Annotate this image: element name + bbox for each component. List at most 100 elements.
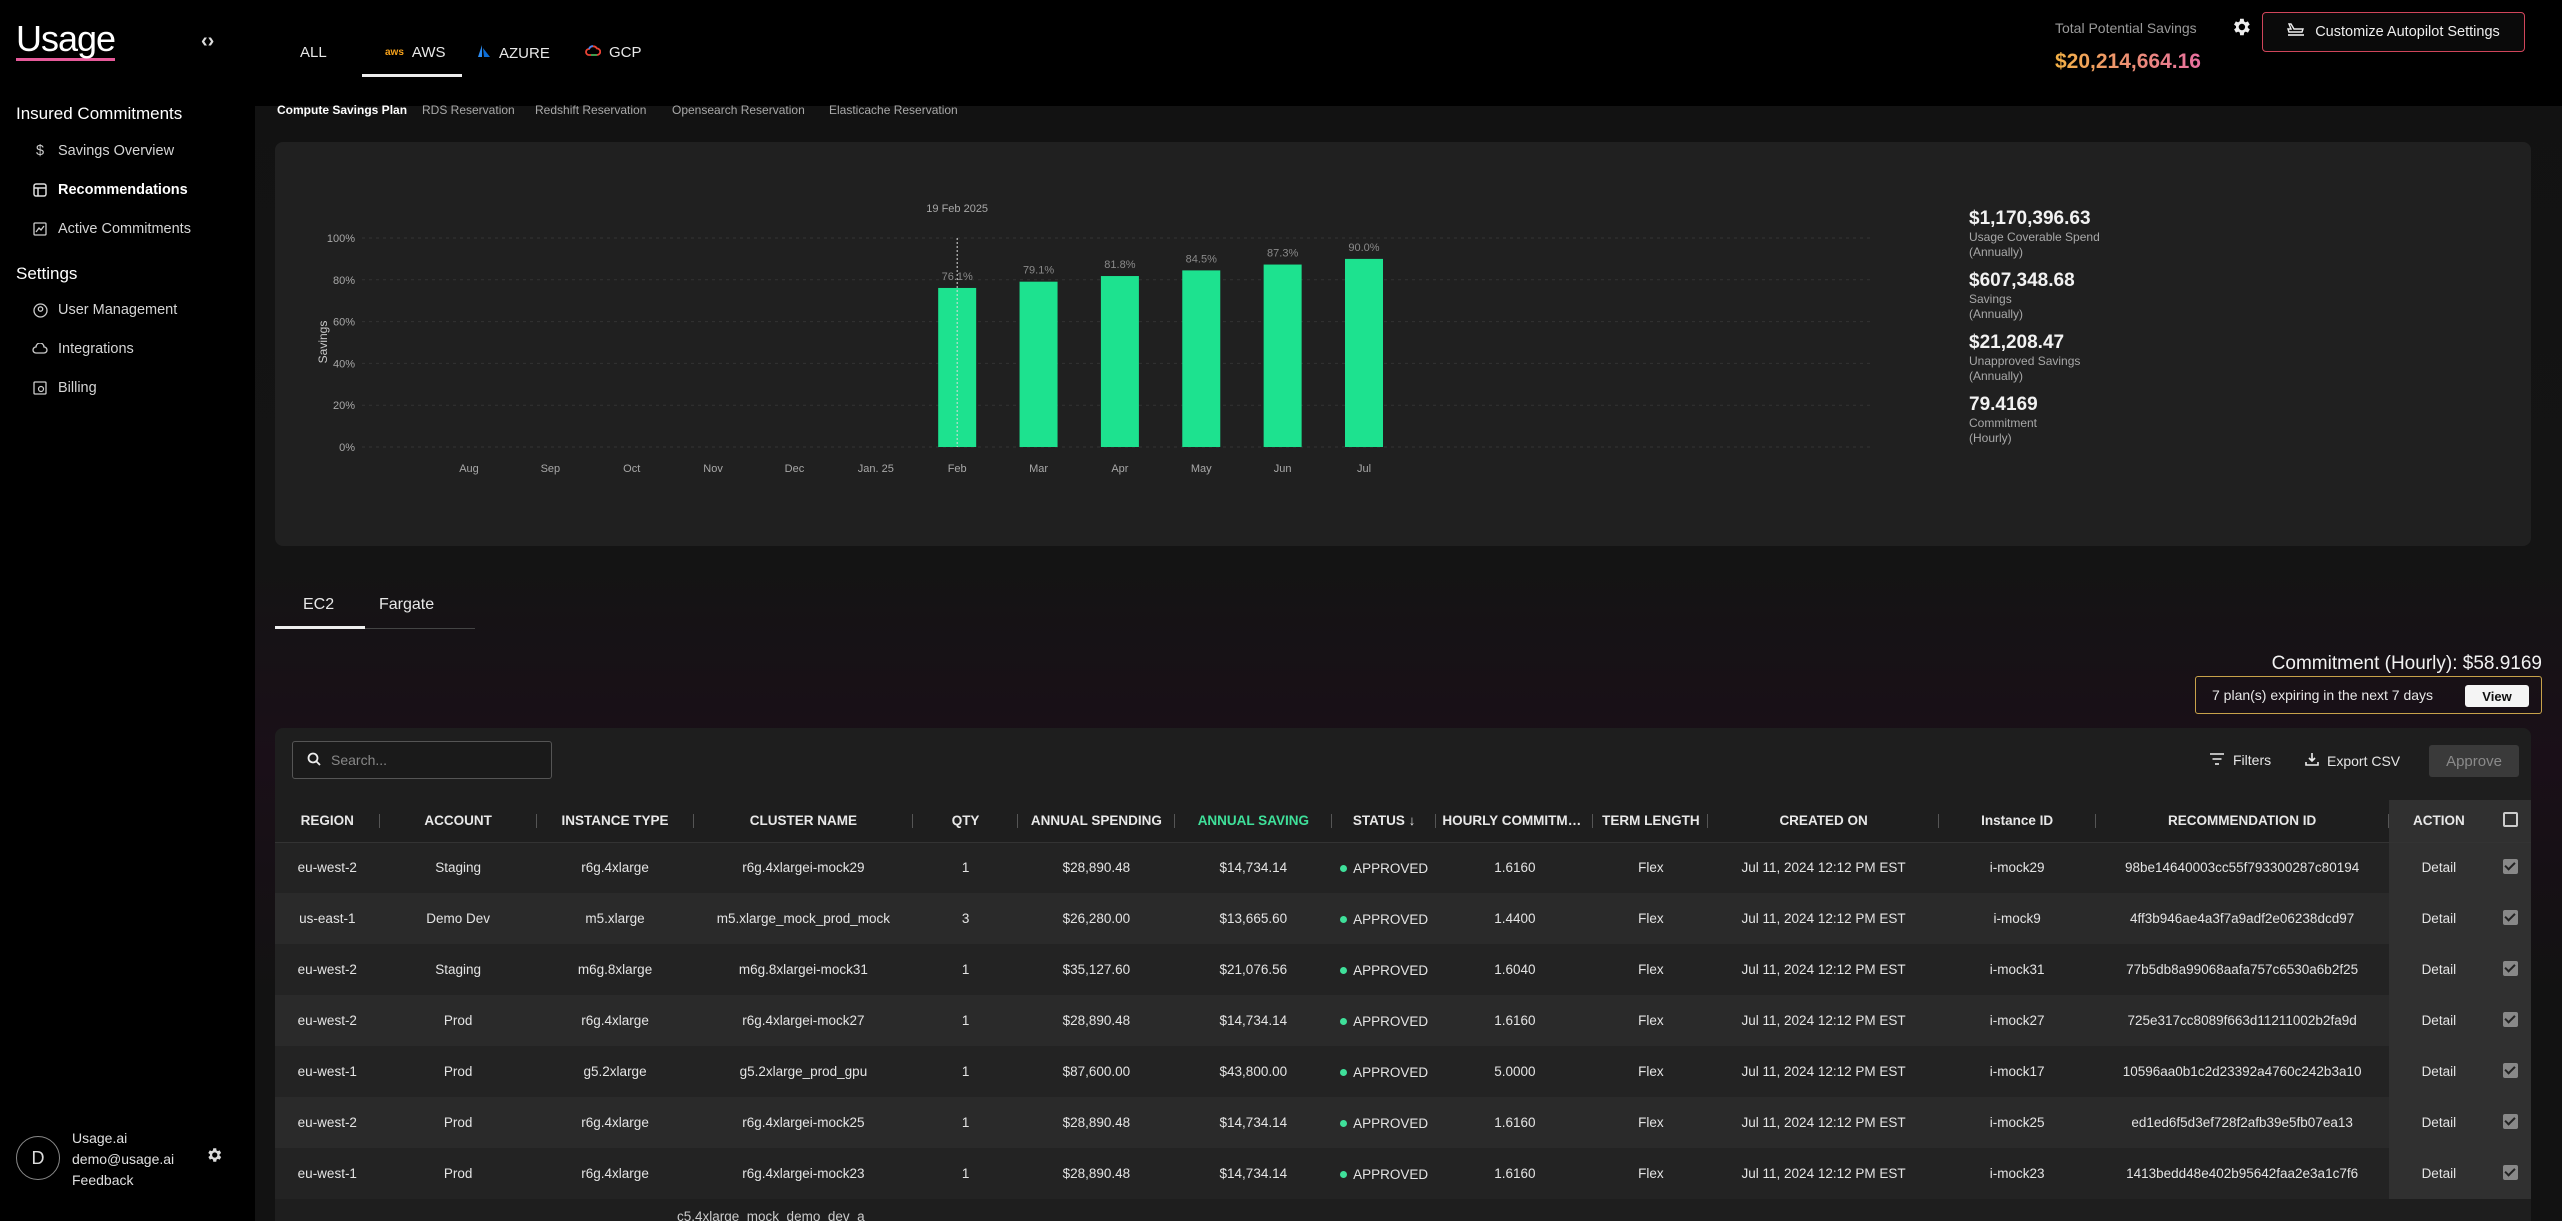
- col-cluster-name[interactable]: CLUSTER NAME: [693, 800, 914, 843]
- sidebar-item-user-management[interactable]: User Management: [32, 302, 177, 318]
- tab-all[interactable]: ALL: [300, 44, 327, 61]
- table-row[interactable]: eu-west-2 Staging r6g.4xlarge r6g.4xlargei-…: [275, 842, 2531, 893]
- col-account[interactable]: ACCOUNT: [379, 800, 537, 843]
- cell-annual-saving: $14,734.14: [1174, 1148, 1332, 1199]
- cell-instance-id: i-mock29: [1938, 842, 2096, 893]
- row-checkbox[interactable]: [2489, 893, 2531, 944]
- col-annual-saving[interactable]: ANNUAL SAVING: [1174, 800, 1332, 843]
- tab-ec2[interactable]: EC2: [303, 596, 335, 613]
- user-settings-gear-icon[interactable]: [205, 1146, 223, 1169]
- cell-hourly-commitment: 1.6160: [1436, 1097, 1594, 1148]
- col-qty[interactable]: QTY: [913, 800, 1018, 843]
- detail-button[interactable]: Detail: [2388, 893, 2490, 944]
- bar-value-label: 76.1%: [942, 271, 973, 283]
- top-bar: ALL aws AWS AZURE GCP Total Potential Sa…: [255, 0, 2562, 106]
- collapse-sidebar-icon[interactable]: ‹›: [201, 30, 215, 52]
- sidebar-item-label: Recommendations: [58, 182, 188, 198]
- detail-button[interactable]: Detail: [2388, 944, 2490, 995]
- recommendations-icon: [32, 182, 48, 198]
- view-expiring-button[interactable]: View: [2465, 685, 2529, 707]
- customize-autopilot-button[interactable]: Customize Autopilot Settings: [2262, 12, 2525, 52]
- cell-cluster-name: m6g.8xlargei-mock31: [693, 944, 914, 995]
- detail-button[interactable]: Detail: [2388, 1097, 2490, 1148]
- status-dot: [1340, 915, 1348, 923]
- detail-button[interactable]: Detail: [2388, 1046, 2490, 1097]
- table-row[interactable]: eu-west-1 Prod g5.2xlarge g5.2xlarge_prod_g…: [275, 1046, 2531, 1097]
- row-checkbox[interactable]: [2489, 1097, 2531, 1148]
- select-all-checkbox[interactable]: [2489, 800, 2531, 843]
- col-region[interactable]: REGION: [275, 800, 380, 843]
- detail-button[interactable]: Detail: [2388, 995, 2490, 1046]
- sidebar-item-recommendations[interactable]: Recommendations: [32, 182, 188, 198]
- tab-aws[interactable]: aws AWS: [385, 44, 446, 61]
- cell-region: eu-west-2: [275, 1097, 380, 1148]
- sidebar-item-billing[interactable]: Billing: [32, 380, 97, 396]
- sidebar-item-savings-overview[interactable]: $ Savings Overview: [32, 143, 174, 159]
- cell-term-length: Flex: [1593, 1148, 1709, 1199]
- cell-annual-spending: $87,600.00: [1017, 1046, 1175, 1097]
- table-header-row: REGION ACCOUNT INSTANCE TYPE CLUSTER NAM…: [275, 800, 2531, 843]
- detail-button[interactable]: Detail: [2388, 842, 2490, 893]
- approve-button[interactable]: Approve: [2429, 745, 2519, 777]
- row-checkbox[interactable]: [2489, 842, 2531, 893]
- table-row[interactable]: eu-west-2 Staging m6g.8xlarge m6g.8xlargei-…: [275, 944, 2531, 995]
- sidebar-item-integrations[interactable]: Integrations: [32, 341, 134, 357]
- col-hourly-commitment[interactable]: HOURLY COMMITMENT: [1436, 800, 1594, 843]
- table-row[interactable]: us-east-1 Demo Dev m5.xlarge m5.xlarge_mock…: [275, 893, 2531, 944]
- cell-recommendation-id: 725e317cc8089f663d11211002b2fa9d: [2095, 995, 2389, 1046]
- cell-created-on: Jul 11, 2024 12:12 PM EST: [1708, 893, 1939, 944]
- sidebar-item-label: Billing: [58, 380, 97, 396]
- detail-button[interactable]: Detail: [2388, 1148, 2490, 1199]
- cell-hourly-commitment: 1.6040: [1436, 944, 1594, 995]
- user-email: demo@usage.ai: [72, 1151, 175, 1167]
- subtab-opensearch-reservation[interactable]: Opensearch Reservation: [672, 103, 805, 117]
- chart-bar: [1019, 281, 1058, 447]
- row-checkbox[interactable]: [2489, 944, 2531, 995]
- tab-azure[interactable]: AZURE: [477, 44, 550, 62]
- cell-annual-saving: $13,665.60: [1174, 893, 1332, 944]
- export-csv-button[interactable]: Export CSV: [2305, 752, 2400, 769]
- cell-instance-type: m6g.8xlarge: [536, 944, 694, 995]
- search-input[interactable]: Search...: [292, 741, 552, 779]
- table-row[interactable]: eu-west-2 Prod r6g.4xlarge r6g.4xlargei-moc…: [275, 1097, 2531, 1148]
- x-tick-label: Jan. 25: [858, 463, 894, 475]
- subtab-compute-savings-plan[interactable]: Compute Savings Plan: [277, 103, 408, 117]
- x-tick-label: May: [1191, 463, 1212, 475]
- filters-button[interactable]: Filters: [2209, 752, 2271, 768]
- cell-account: Prod: [379, 1148, 537, 1199]
- y-tick-label: 20%: [333, 400, 355, 412]
- subtab-redshift-reservation[interactable]: Redshift Reservation: [535, 103, 647, 117]
- sidebar-item-label: Active Commitments: [58, 221, 191, 237]
- total-savings-label: Total Potential Savings: [2055, 20, 2197, 36]
- table-row[interactable]: eu-west-2 Prod r6g.4xlarge r6g.4xlargei-moc…: [275, 995, 2531, 1046]
- tab-fargate[interactable]: Fargate: [379, 596, 435, 613]
- row-checkbox[interactable]: [2489, 1046, 2531, 1097]
- col-recommendation-id[interactable]: RECOMMENDATION ID: [2095, 800, 2389, 843]
- subtab-elasticache-reservation[interactable]: Elasticache Reservation: [829, 103, 958, 117]
- usage-logo[interactable]: Usage: [16, 18, 116, 61]
- subtab-rds-reservation[interactable]: RDS Reservation: [422, 103, 515, 117]
- stat-savings: $607,348.68 Savings (Annually): [1969, 270, 2075, 321]
- table-row[interactable]: eu-west-1 Prod r6g.4xlarge r6g.4xlargei-moc…: [275, 1148, 2531, 1199]
- col-created-on[interactable]: CREATED ON: [1708, 800, 1939, 843]
- cell-recommendation-id: 1413bedd48e402b95642faa2e3a1c7f6: [2095, 1148, 2389, 1199]
- col-annual-spending[interactable]: ANNUAL SPENDING: [1017, 800, 1175, 843]
- col-term-length[interactable]: TERM LENGTH: [1593, 800, 1709, 843]
- settings-gear-icon[interactable]: [2230, 16, 2252, 43]
- cell-region: us-east-1: [275, 893, 380, 944]
- avatar[interactable]: D: [16, 1136, 60, 1180]
- col-status[interactable]: STATUS ↓: [1331, 800, 1437, 843]
- status-dot: [1340, 966, 1348, 974]
- feedback-link[interactable]: Feedback: [72, 1172, 134, 1188]
- row-checkbox[interactable]: [2489, 995, 2531, 1046]
- cell-created-on: Jul 11, 2024 12:12 PM EST: [1708, 1148, 1939, 1199]
- sort-desc-icon[interactable]: ↓: [1408, 813, 1416, 829]
- cell-status: APPROVED: [1331, 1046, 1437, 1097]
- col-action: ACTION: [2388, 800, 2490, 843]
- cell-annual-spending: $28,890.48: [1017, 842, 1175, 893]
- sidebar-item-active-commitments[interactable]: Active Commitments: [32, 221, 191, 237]
- tab-gcp[interactable]: GCP: [585, 44, 642, 61]
- col-instance-type[interactable]: INSTANCE TYPE: [536, 800, 694, 843]
- row-checkbox[interactable]: [2489, 1148, 2531, 1199]
- col-instance-id[interactable]: Instance ID: [1938, 800, 2096, 843]
